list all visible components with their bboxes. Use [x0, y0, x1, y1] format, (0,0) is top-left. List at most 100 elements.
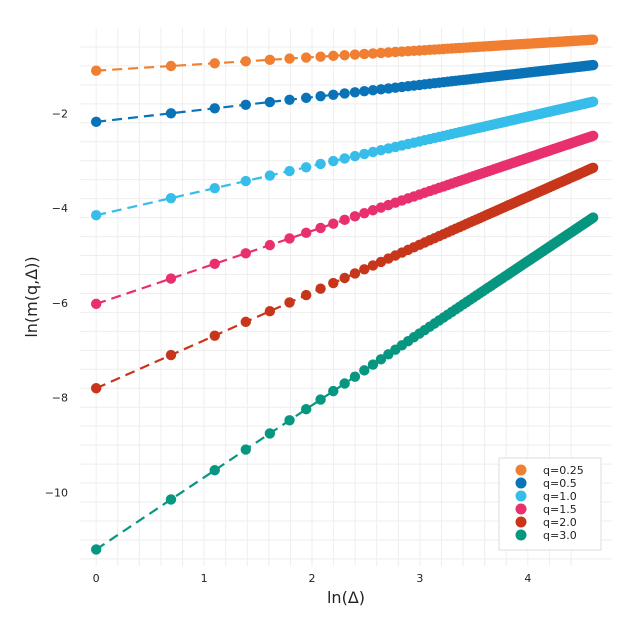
data-point: [587, 130, 599, 141]
data-point: [165, 349, 177, 361]
series-layer: [90, 34, 599, 555]
data-point: [349, 268, 361, 279]
data-point: [165, 192, 177, 204]
data-point: [165, 273, 177, 284]
data-point: [90, 544, 102, 555]
data-point: [375, 47, 387, 59]
data-point: [300, 227, 312, 239]
legend-marker: [515, 464, 527, 476]
data-point: [349, 49, 361, 60]
legend-marker: [515, 516, 527, 528]
data-point: [90, 210, 102, 221]
y-axis-title: ln(m(q,Δ)): [22, 256, 41, 337]
series-q=1.5: [90, 130, 599, 310]
data-point: [240, 316, 251, 328]
data-point: [339, 214, 350, 226]
data-point: [359, 86, 370, 97]
data-point: [209, 330, 220, 341]
data-point: [367, 260, 379, 271]
x-axis-title: ln(Δ): [327, 588, 365, 607]
data-point: [90, 116, 102, 128]
data-point: [315, 158, 326, 170]
data-point: [328, 277, 339, 289]
data-point: [359, 207, 370, 219]
data-point: [339, 153, 350, 164]
y-tick-label: −4: [52, 202, 68, 215]
y-tick-label: −6: [52, 297, 68, 310]
data-point: [284, 94, 295, 105]
data-point: [328, 155, 339, 167]
data-point: [339, 378, 350, 389]
data-point: [240, 56, 251, 67]
legend-item: q=1.5: [515, 503, 577, 516]
legend-label: q=3.0: [543, 529, 577, 542]
legend-item: q=0.25: [515, 464, 584, 477]
data-point: [359, 264, 370, 275]
data-point: [300, 52, 312, 63]
legend-label: q=1.0: [543, 490, 577, 503]
data-point: [339, 49, 350, 61]
data-point: [367, 85, 379, 96]
x-tick-label: 1: [201, 572, 208, 585]
y-tick-label: −10: [45, 487, 68, 500]
legend-item: q=0.5: [515, 477, 577, 490]
data-point: [328, 89, 339, 100]
data-point: [375, 354, 387, 365]
legend-label: q=1.5: [543, 503, 577, 516]
data-point: [300, 289, 312, 301]
x-tick-label: 0: [93, 572, 100, 585]
data-point: [284, 233, 295, 244]
data-point: [359, 148, 370, 160]
legend-marker: [515, 490, 527, 502]
x-tick-label: 3: [416, 572, 423, 585]
data-point: [367, 48, 379, 59]
y-tick-label: −8: [52, 392, 68, 405]
series-q=2.0: [90, 162, 599, 394]
data-point: [300, 92, 312, 104]
data-point: [328, 50, 339, 62]
data-point: [264, 239, 276, 251]
data-point: [240, 99, 251, 110]
data-point: [367, 359, 379, 370]
data-point: [90, 65, 102, 76]
legend-label: q=0.5: [543, 477, 577, 490]
data-point: [587, 34, 599, 45]
data-point: [367, 146, 379, 158]
data-point: [328, 218, 339, 229]
legend-item: q=2.0: [515, 516, 577, 529]
data-point: [339, 272, 350, 284]
data-point: [315, 222, 326, 234]
data-point: [587, 59, 599, 71]
data-point: [165, 108, 177, 119]
data-point: [240, 175, 251, 187]
data-point: [349, 371, 361, 382]
data-point: [209, 58, 220, 69]
data-point: [349, 150, 361, 162]
data-point: [264, 54, 276, 66]
legend: q=0.25q=0.5q=1.0q=1.5q=2.0q=3.0: [498, 457, 602, 551]
data-point: [209, 182, 220, 194]
data-point: [90, 298, 102, 310]
data-point: [328, 385, 339, 397]
data-point: [359, 48, 370, 60]
data-point: [367, 205, 379, 216]
data-point: [209, 103, 220, 114]
data-point: [300, 404, 312, 415]
data-point: [264, 428, 276, 439]
data-point: [284, 165, 295, 177]
data-point: [264, 96, 276, 108]
legend-marker: [515, 477, 527, 489]
data-point: [587, 212, 599, 223]
data-point: [315, 51, 326, 62]
x-tick-label: 2: [309, 572, 316, 585]
data-point: [240, 248, 251, 259]
series-q=0.25: [90, 34, 599, 76]
data-point: [349, 211, 361, 222]
data-point: [339, 88, 350, 99]
data-point: [284, 415, 295, 426]
data-point: [587, 96, 599, 107]
data-point: [284, 297, 295, 308]
data-point: [165, 60, 177, 72]
